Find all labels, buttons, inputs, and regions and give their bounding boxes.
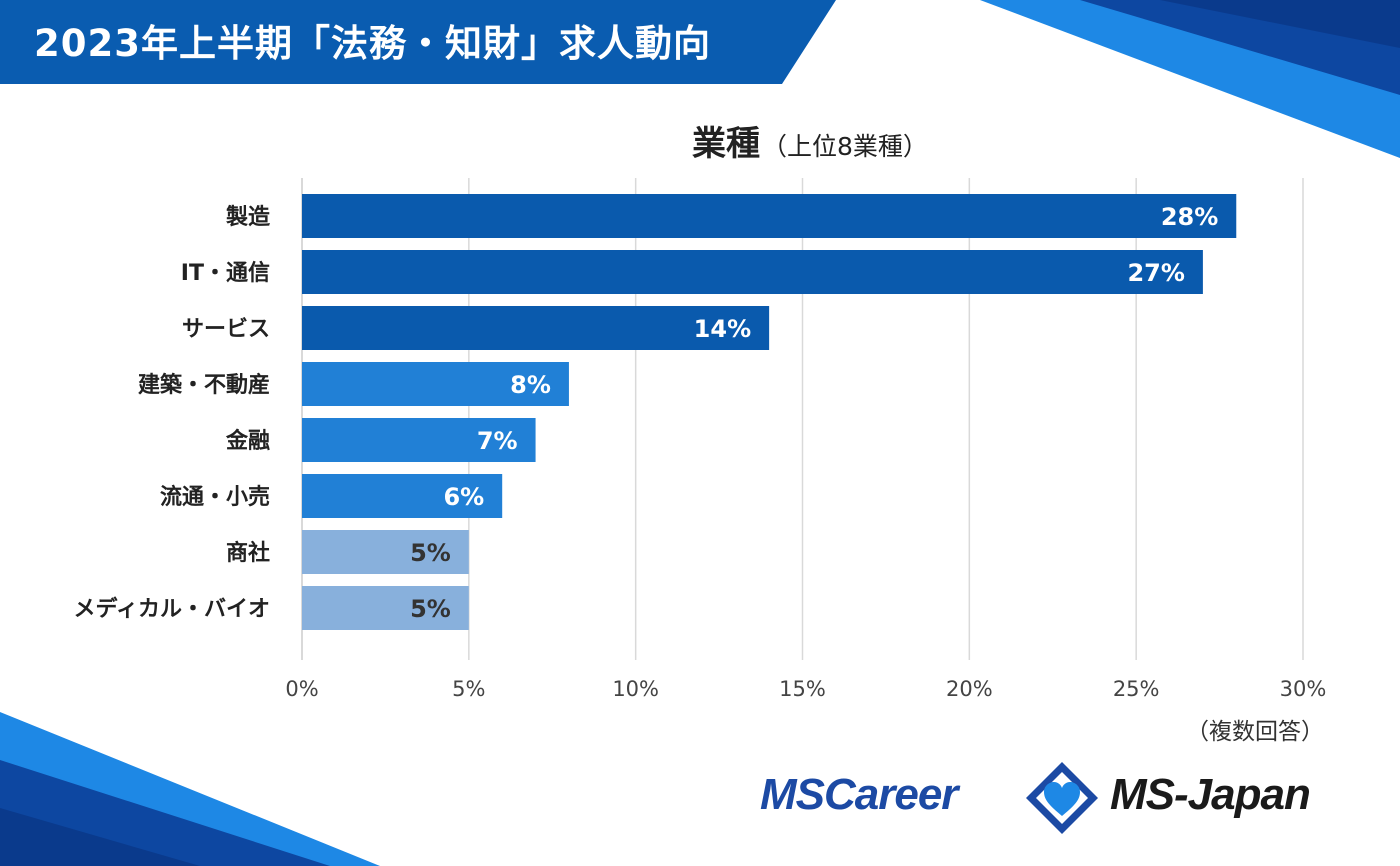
chart-title-main: 業種 [692,124,761,164]
category-label: 建築・不動産 [138,372,270,398]
value-label: 7% [477,427,518,455]
multiple-answer-note: （複数回答） [1186,719,1324,745]
value-label: 5% [410,539,451,567]
bottom-left-stripe-deep [0,808,200,866]
bar [302,306,770,350]
category-label: IT・通信 [181,260,270,286]
chart-subtitle: （上位8業種） [762,132,928,161]
top-right-stripe-deep [1160,0,1400,48]
bar [302,586,469,630]
bar [302,194,1237,238]
value-label: 28% [1161,203,1218,231]
bar [302,530,469,574]
x-tick-label: 5% [452,677,485,701]
chart-title: 業種（上位8業種） [560,116,1060,165]
category-label: 製造 [225,204,270,230]
value-label: 14% [694,315,751,343]
category-label: 金融 [225,428,270,454]
bar [302,250,1203,294]
x-tick-label: 30% [1280,677,1327,701]
bar [302,362,569,406]
category-label: 商社 [226,540,270,566]
x-tick-label: 25% [1113,677,1160,701]
bar [302,474,503,518]
value-label: 27% [1127,259,1184,287]
value-label: 5% [410,595,451,623]
category-label: サービス [182,317,270,342]
diamond-heart-emblem-icon [1026,762,1098,834]
title-banner [0,0,836,84]
page-title: 2023年上半期「法務・知財」求人動向 [34,22,711,65]
mscareer-logo: MSCareer [760,770,958,819]
bar [302,418,536,462]
x-tick-label: 10% [612,677,659,701]
x-tick-label: 0% [285,677,318,701]
value-label: 6% [443,483,484,511]
x-tick-label: 15% [779,677,826,701]
msjapan-logo: MS-Japan [1110,770,1311,819]
category-label: 流通・小売 [160,484,270,510]
value-label: 8% [510,371,551,399]
x-tick-label: 20% [946,677,993,701]
category-label: メディカル・バイオ [74,596,270,622]
